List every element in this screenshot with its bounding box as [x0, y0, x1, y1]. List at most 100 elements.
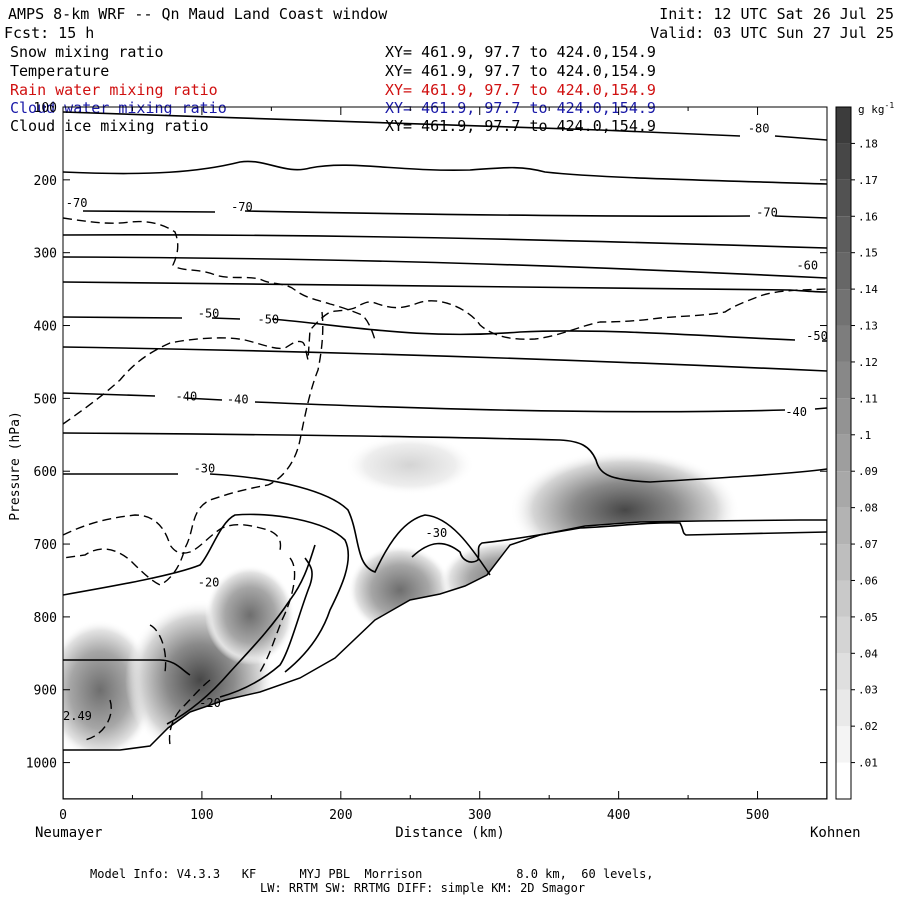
- temperature-label: -40: [227, 392, 249, 406]
- colorbar-tick-label: .17: [858, 174, 878, 187]
- colorbar-tick-label: .13: [858, 320, 878, 333]
- y-tick-label: 600: [34, 465, 57, 480]
- temperature-contours: [63, 111, 827, 725]
- colorbar-tick-label: .01: [858, 757, 878, 770]
- temperature-labels: -80 -70 -70 -70 -60 -50 -50 -50 -40 -40 -40 -30 -30 -…: [66, 121, 828, 710]
- footer-model-info: Model Info: V4.3.3 KF MYJ PBL Morrison 8…: [90, 867, 654, 881]
- y-tick-label: 900: [34, 684, 57, 699]
- colorbar-swatch: [836, 143, 851, 180]
- colorbar-swatch: [836, 216, 851, 253]
- isotherm: [63, 160, 827, 185]
- colorbar-swatch: [836, 762, 851, 799]
- isotherm: [63, 316, 827, 342]
- isotherm: [63, 346, 827, 372]
- snow-contour: [168, 679, 211, 746]
- plot-area: -80 -70 -70 -70 -60 -50 -50 -50 -40 -40 -40 -30 -30 -…: [63, 111, 828, 799]
- y-tick-label: 300: [34, 247, 57, 262]
- colorbar-swatch: [836, 361, 851, 399]
- colorbar-swatch: [836, 289, 851, 326]
- valid-time: Valid: 03 UTC Sun 27 Jul 25: [650, 24, 894, 42]
- y-axis: 100 200 300 400 500 600 700 800 900 1000: [26, 101, 827, 772]
- colorbar-swatch: [836, 179, 851, 217]
- colorbar-unit: g kg-1: [858, 101, 894, 116]
- left-end-label: Neumayer: [35, 825, 102, 841]
- colorbar-tick-label: .05: [858, 611, 878, 624]
- colorbar-swatch: [836, 653, 851, 690]
- forecast-hour: Fcst: 15 h: [4, 24, 94, 42]
- colorbar-tick-label: .03: [858, 684, 878, 697]
- y-tick-label: 500: [34, 392, 57, 407]
- x-tick-label: 100: [190, 808, 213, 823]
- snow-contour: [63, 311, 324, 586]
- colorbar-swatch: [836, 726, 851, 763]
- temperature-label: -70: [756, 205, 778, 219]
- isotherm: [166, 544, 316, 725]
- legend-temp-name: Temperature: [10, 62, 109, 80]
- isotherm: [63, 256, 827, 279]
- isotherm: [219, 557, 313, 698]
- legend-cloudwater-xy: XY= 461.9, 97.7 to 424.0,154.9: [385, 99, 656, 117]
- legend-snow-xy: XY= 461.9, 97.7 to 424.0,154.9: [385, 43, 656, 61]
- isotherm: [63, 234, 827, 249]
- colorbar-tick-label: .1: [858, 429, 871, 442]
- isotherm: [63, 111, 827, 141]
- colorbar-tick-label: .07: [858, 538, 878, 551]
- legend-cloudice-xy: XY= 461.9, 97.7 to 424.0,154.9: [385, 117, 656, 135]
- legend-rain-name: Rain water mixing ratio: [10, 81, 218, 99]
- snow-contour: [84, 699, 112, 741]
- temperature-label: -50: [257, 312, 279, 326]
- y-axis-label: Pressure (hPa): [8, 411, 23, 521]
- y-tick-label: 400: [34, 320, 57, 335]
- temperature-label: -40: [785, 405, 807, 419]
- colorbar-frame: [835, 106, 852, 800]
- isotherm: [63, 432, 827, 483]
- colorbar-tick-label: .14: [858, 283, 878, 296]
- isotherm: [63, 513, 350, 673]
- colorbar-swatch: [836, 252, 851, 290]
- temperature-label: -20: [198, 575, 220, 589]
- isotherm: [411, 522, 827, 563]
- colorbar-swatch: [836, 689, 851, 727]
- temperature-label: -50: [806, 329, 828, 343]
- legend-snow-name: Snow mixing ratio: [10, 43, 164, 61]
- y-tick-label: 1000: [26, 757, 57, 772]
- colorbar-tick-label: .02: [858, 720, 878, 733]
- isotherm: [82, 210, 827, 219]
- colorbar-unit-base: g kg: [858, 103, 885, 116]
- colorbar-tick-label: .18: [858, 137, 878, 150]
- colorbar-swatch: [836, 544, 851, 581]
- x-axis-label: Distance (km): [395, 825, 505, 841]
- chart-title: AMPS 8-km WRF -- Qn Maud Land Coast wind…: [8, 5, 388, 23]
- y-tick-label: 100: [34, 101, 57, 116]
- colorbar-tick-label: .09: [858, 465, 878, 478]
- isotherm: [63, 281, 827, 293]
- colorbar-tick-label: .04: [858, 647, 878, 660]
- legend-cloudice-name: Cloud ice mixing ratio: [10, 117, 209, 135]
- shading-blob: [345, 435, 475, 495]
- colorbar-swatch: [836, 471, 851, 508]
- terrain: [63, 519, 827, 799]
- colorbar-swatch: [836, 325, 851, 362]
- shading-max-label: 2.49: [63, 709, 92, 723]
- temperature-label: -70: [231, 200, 253, 214]
- colorbar-swatch: [836, 507, 851, 545]
- colorbar-tick-label: .15: [858, 247, 878, 260]
- x-tick-label: 300: [468, 808, 491, 823]
- colorbar-swatch: [836, 398, 851, 435]
- legend-temp-xy: XY= 461.9, 97.7 to 424.0,154.9: [385, 62, 656, 80]
- colorbar: .01 .02 .03 .04 .05 .06 .07 .08 .09 .1 .11 .12 .13 .1…: [835, 106, 878, 800]
- x-tick-label: 200: [329, 808, 352, 823]
- y-tick-label: 200: [34, 174, 57, 189]
- temperature-label: -50: [198, 307, 220, 321]
- temperature-label: -80: [748, 121, 770, 135]
- colorbar-swatch: [836, 616, 851, 654]
- x-axis: 0 100 200 300 400 500: [59, 107, 828, 823]
- colorbar-tick-label: .08: [858, 502, 878, 515]
- shading-blob: [205, 565, 295, 665]
- y-tick-label: 700: [34, 538, 57, 553]
- x-tick-label: 0: [59, 808, 67, 823]
- snow-contour: [63, 217, 376, 341]
- isotherm: [63, 392, 827, 413]
- colorbar-unit-exponent: -1: [885, 101, 895, 110]
- temperature-label: -60: [796, 258, 818, 272]
